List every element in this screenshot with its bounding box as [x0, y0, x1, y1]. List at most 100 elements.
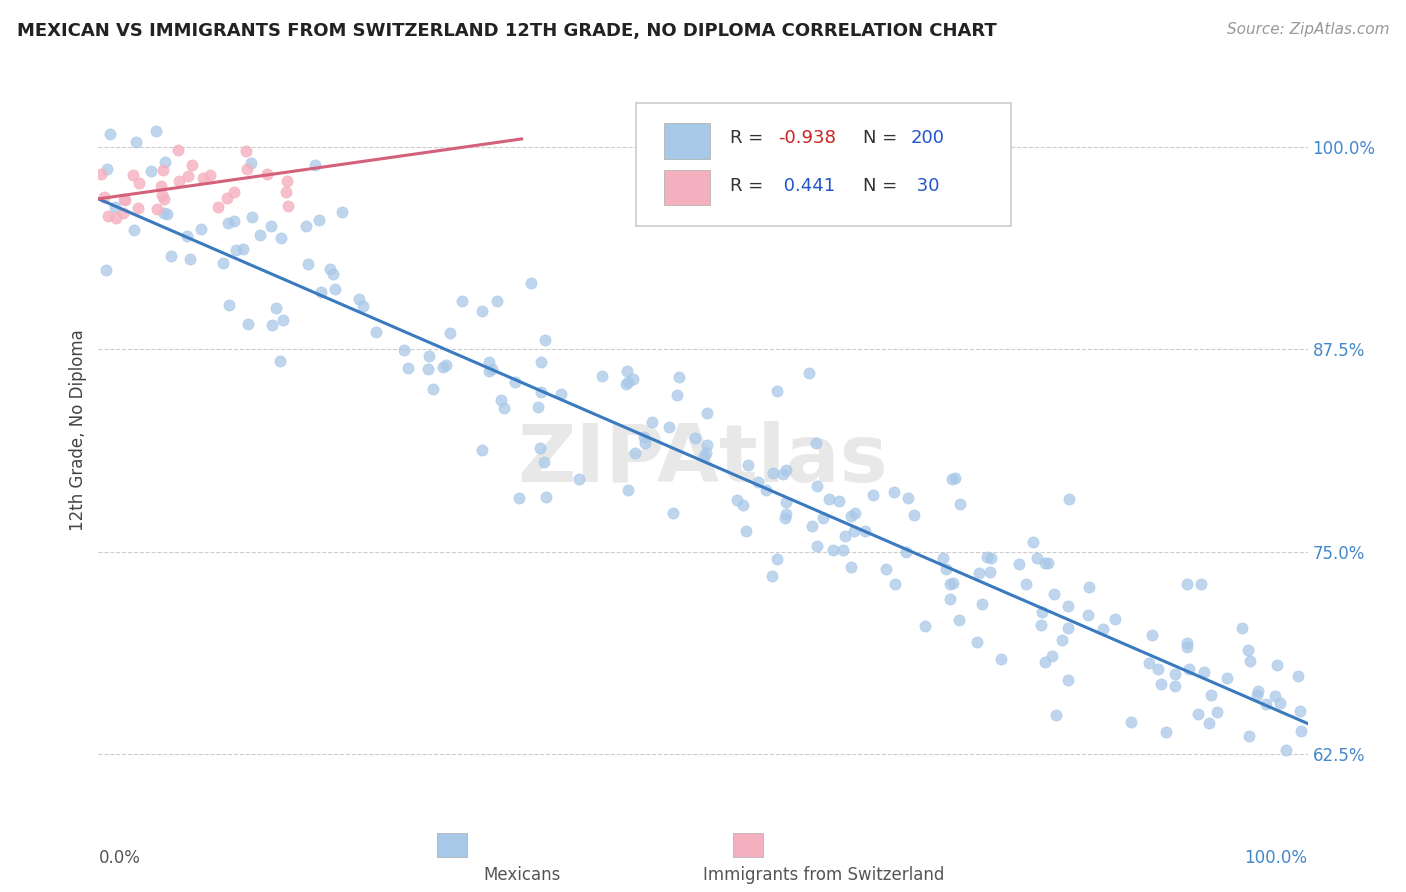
- Point: [180, 157, 202, 171]
- Point: [145, 124, 167, 138]
- Point: [198, 169, 221, 183]
- Point: [616, 375, 638, 389]
- Point: [735, 524, 758, 538]
- Point: [276, 174, 298, 188]
- Point: [232, 243, 254, 257]
- Point: [1031, 605, 1053, 619]
- Bar: [734, 833, 763, 857]
- Point: [939, 577, 962, 591]
- Point: [1178, 662, 1201, 676]
- Point: [821, 543, 844, 558]
- Point: [976, 549, 998, 564]
- Point: [1216, 671, 1239, 685]
- Point: [617, 483, 640, 498]
- Point: [222, 214, 245, 228]
- Point: [225, 243, 247, 257]
- Point: [127, 201, 149, 215]
- Point: [128, 176, 150, 190]
- Point: [804, 436, 827, 450]
- Point: [1189, 577, 1212, 591]
- Point: [1237, 643, 1260, 657]
- Point: [1201, 688, 1223, 702]
- Point: [274, 186, 297, 200]
- Point: [432, 360, 454, 375]
- Point: [1289, 724, 1312, 739]
- Point: [212, 255, 235, 269]
- Text: -0.938: -0.938: [778, 129, 835, 147]
- Point: [1275, 743, 1298, 757]
- Point: [1237, 729, 1260, 743]
- Point: [766, 551, 789, 566]
- Point: [471, 443, 494, 458]
- Point: [294, 219, 316, 234]
- Point: [105, 211, 128, 226]
- Point: [966, 634, 988, 648]
- Point: [90, 167, 112, 181]
- Point: [695, 445, 717, 459]
- Point: [104, 200, 127, 214]
- Point: [94, 262, 117, 277]
- Point: [526, 400, 548, 414]
- Point: [980, 551, 1002, 566]
- Point: [139, 164, 162, 178]
- Point: [217, 216, 239, 230]
- Point: [616, 364, 638, 378]
- Point: [1092, 622, 1115, 636]
- Point: [269, 353, 291, 368]
- Text: 30: 30: [911, 178, 939, 195]
- Point: [1146, 662, 1168, 676]
- Point: [766, 384, 789, 398]
- Point: [270, 231, 292, 245]
- Point: [416, 361, 439, 376]
- Bar: [437, 833, 467, 857]
- Point: [775, 511, 797, 525]
- Point: [166, 143, 188, 157]
- Point: [1239, 655, 1261, 669]
- Point: [96, 161, 118, 176]
- Point: [633, 430, 655, 444]
- Point: [831, 543, 853, 558]
- Point: [308, 212, 330, 227]
- Point: [149, 179, 172, 194]
- Point: [125, 136, 148, 150]
- Point: [1175, 640, 1198, 654]
- Point: [256, 167, 278, 181]
- Point: [1015, 576, 1038, 591]
- Point: [167, 173, 190, 187]
- Point: [1192, 665, 1215, 679]
- Point: [685, 431, 707, 445]
- Point: [853, 524, 876, 538]
- Point: [1187, 707, 1209, 722]
- Point: [621, 372, 644, 386]
- Point: [529, 442, 551, 456]
- Point: [534, 491, 557, 505]
- Text: 0.441: 0.441: [778, 178, 835, 195]
- Point: [591, 368, 613, 383]
- Point: [1040, 649, 1063, 664]
- Point: [1140, 628, 1163, 642]
- Point: [236, 162, 259, 177]
- Point: [240, 210, 263, 224]
- Point: [1198, 716, 1220, 731]
- Point: [478, 355, 501, 369]
- Point: [970, 598, 993, 612]
- Point: [1268, 696, 1291, 710]
- Point: [775, 494, 797, 508]
- Point: [941, 472, 963, 486]
- Point: [1029, 617, 1052, 632]
- Point: [152, 162, 174, 177]
- Point: [262, 318, 284, 333]
- Point: [1056, 621, 1078, 635]
- Point: [801, 519, 824, 533]
- Point: [470, 304, 492, 318]
- Point: [150, 187, 173, 202]
- Text: N =: N =: [863, 129, 903, 147]
- Point: [93, 190, 115, 204]
- Point: [1154, 725, 1177, 739]
- Point: [304, 158, 326, 172]
- Text: Source: ZipAtlas.com: Source: ZipAtlas.com: [1226, 22, 1389, 37]
- Point: [146, 202, 169, 217]
- Point: [1022, 535, 1045, 549]
- Point: [1163, 679, 1185, 693]
- Point: [112, 192, 135, 206]
